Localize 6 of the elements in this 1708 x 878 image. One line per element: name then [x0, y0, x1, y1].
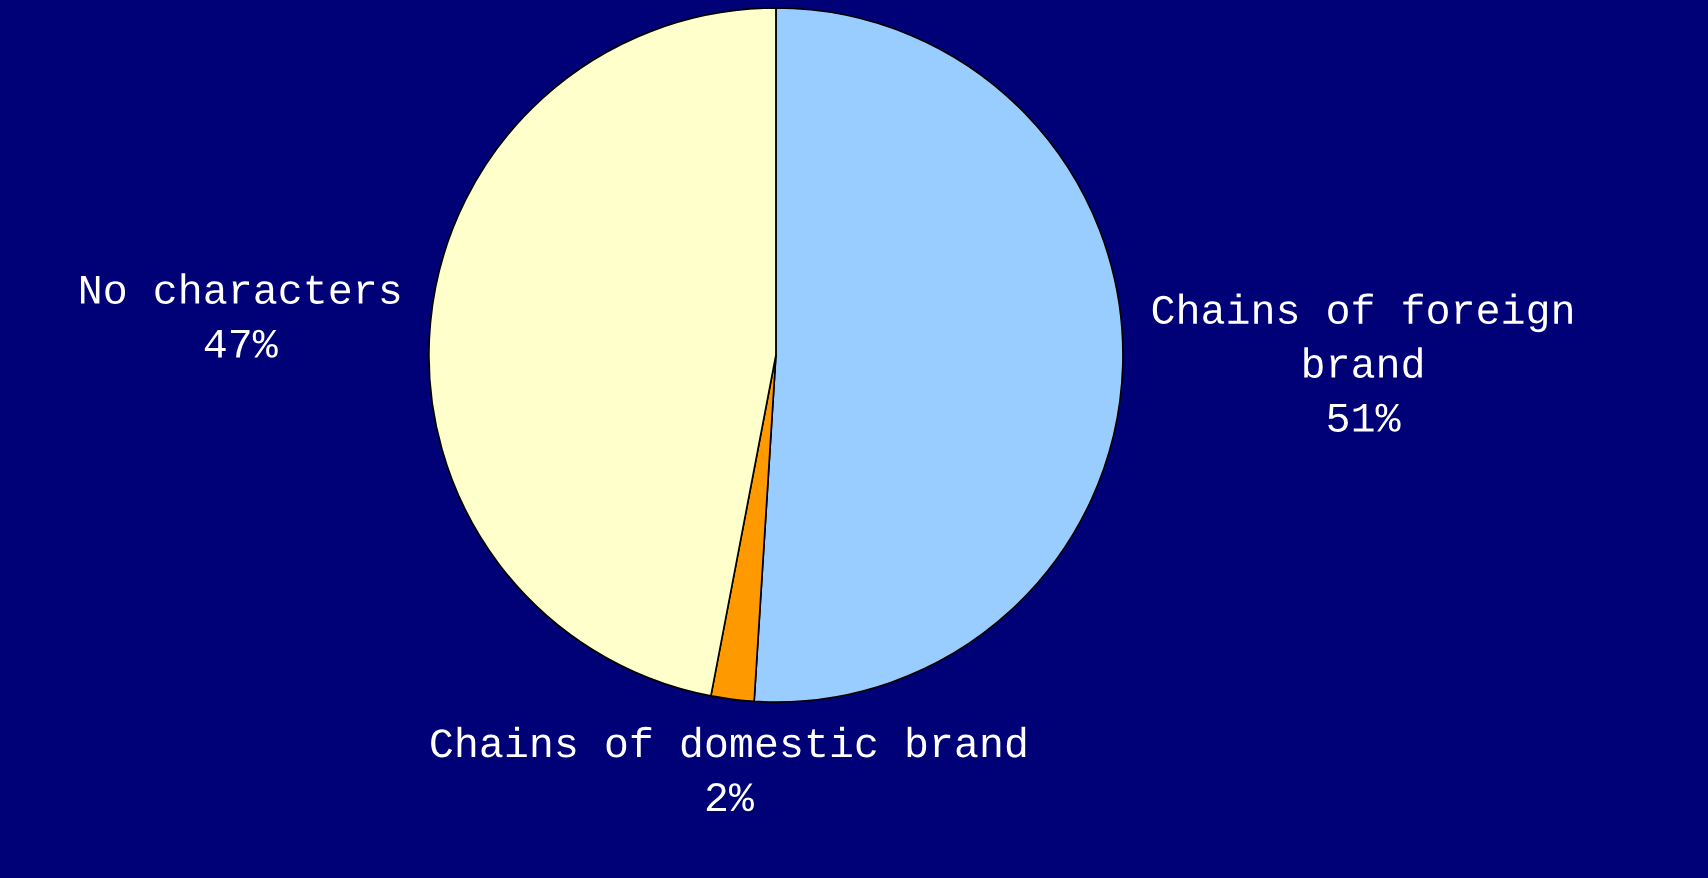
slice-label: Chains of foreign brand — [1152, 293, 1572, 379]
slice-label: Chains of domestic brand — [431, 726, 1026, 758]
slice-label: No characters — [81, 273, 400, 304]
data-label: 47% — [204, 329, 278, 358]
data-label: 51% — [1328, 403, 1401, 432]
data-label: 2% — [706, 783, 754, 812]
